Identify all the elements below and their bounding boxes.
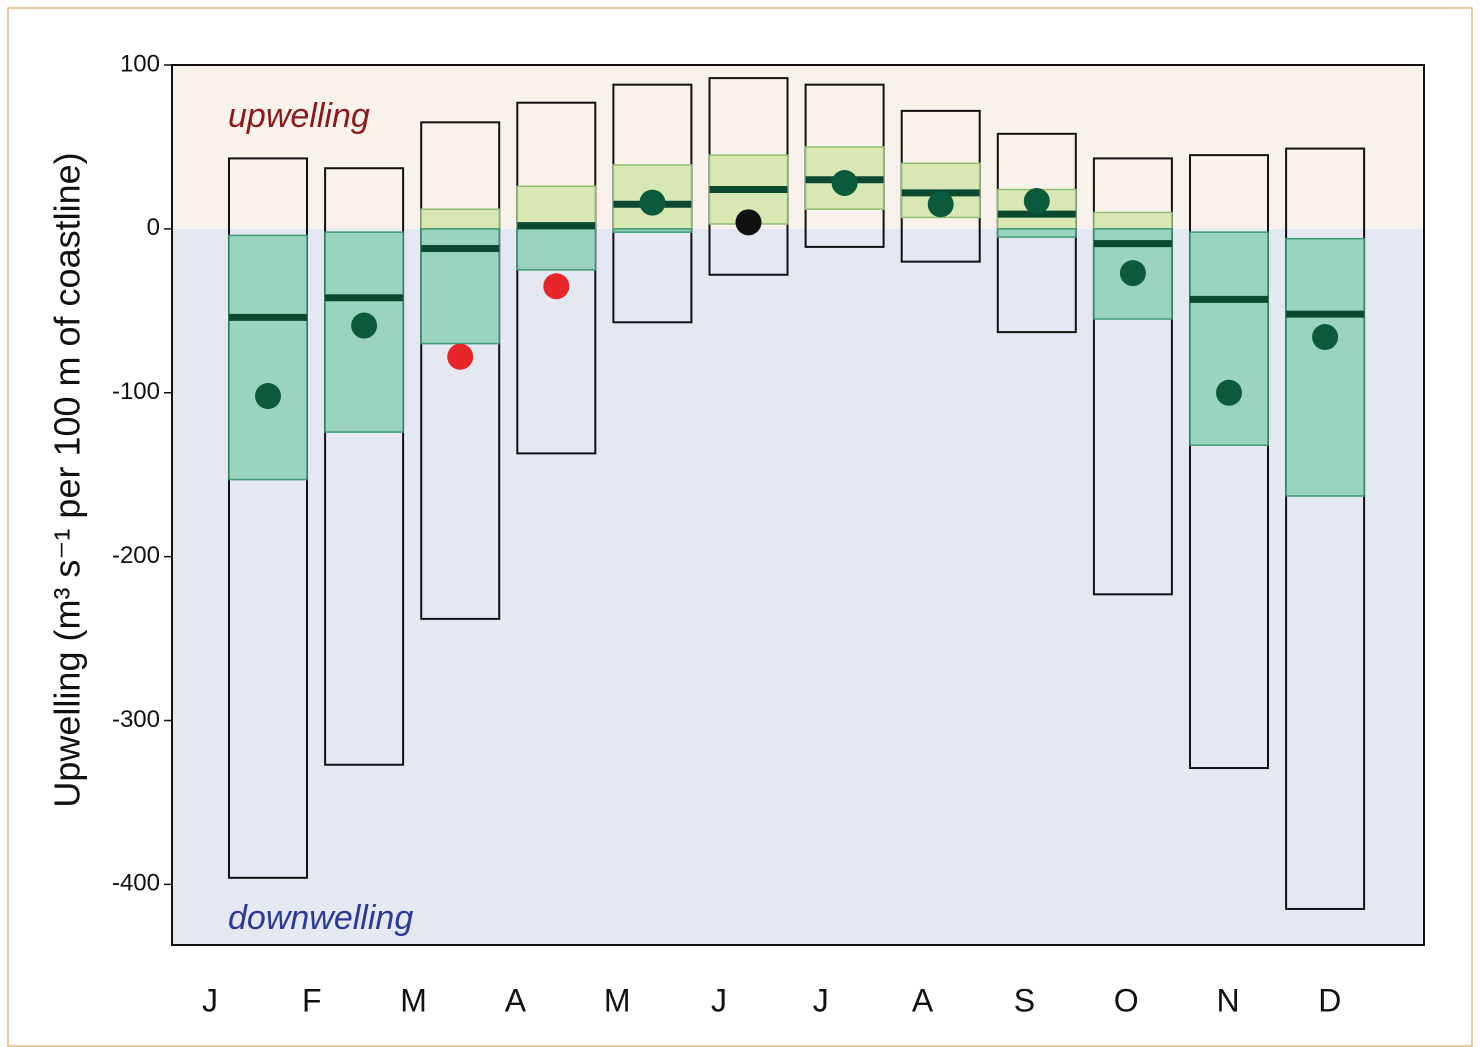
- dot: [735, 209, 762, 236]
- y-tick-label: -300: [112, 706, 160, 733]
- upper-region: [172, 65, 1424, 229]
- x-tick-label: O: [1114, 982, 1139, 1018]
- range-box: [1189, 154, 1269, 770]
- y-tick-label: 100: [120, 50, 160, 77]
- y-tick-label: -400: [112, 870, 160, 897]
- iqr-box-lower: [228, 234, 308, 481]
- dot: [447, 343, 474, 370]
- x-tick-label: J: [813, 982, 829, 1018]
- range-box: [420, 121, 501, 620]
- dot: [831, 169, 858, 196]
- annotation: downwelling: [228, 899, 413, 937]
- range-box: [516, 101, 597, 455]
- x-tick-label: J: [711, 982, 727, 1018]
- iqr-box-upper: [420, 208, 500, 230]
- range-box: [1285, 147, 1366, 910]
- iqr-box-lower: [612, 228, 693, 233]
- dot: [1119, 260, 1146, 287]
- dot: [255, 383, 281, 410]
- iqr-box-lower: [997, 228, 1077, 238]
- x-tick-label: N: [1216, 982, 1239, 1018]
- iqr-box-lower: [1285, 237, 1365, 497]
- x-tick-label: A: [505, 982, 527, 1018]
- iqr-box-upper: [1093, 211, 1173, 230]
- frame: [7, 7, 1473, 1047]
- x-tick-label: D: [1318, 982, 1341, 1018]
- y-tick-label: -200: [112, 542, 160, 569]
- x-tick-label: F: [302, 982, 322, 1018]
- iqr-box-lower: [1189, 231, 1269, 446]
- x-tick-label: M: [400, 982, 427, 1018]
- x-tick-label: A: [912, 982, 934, 1018]
- y-axis-label: Upwelling (m³ s⁻¹ per 100 m of coastline…: [47, 152, 88, 807]
- plot-border: [171, 64, 1425, 946]
- range-box: [1092, 157, 1173, 596]
- dot: [639, 189, 666, 216]
- y-tick-label: 0: [147, 214, 160, 241]
- dot: [1216, 379, 1242, 406]
- annotation: upwelling: [228, 97, 370, 135]
- x-tick-label: M: [604, 982, 631, 1018]
- dot: [1312, 324, 1339, 351]
- iqr-box-upper: [516, 185, 597, 230]
- iqr-box-lower: [516, 228, 597, 271]
- range-box: [324, 167, 405, 766]
- dot: [543, 273, 570, 300]
- dot: [351, 312, 378, 339]
- y-tick-label: -100: [112, 378, 160, 405]
- dot: [1023, 188, 1050, 215]
- range-box: [228, 157, 308, 879]
- dot: [927, 191, 954, 218]
- x-tick-label: J: [202, 982, 218, 1018]
- x-tick-label: S: [1014, 982, 1035, 1018]
